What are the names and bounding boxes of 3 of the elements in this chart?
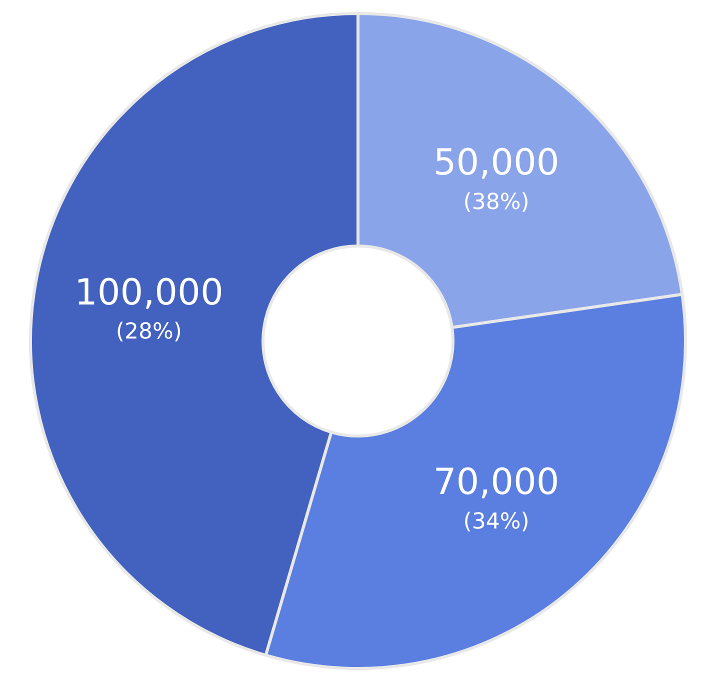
data-label: 100,000 (28%): [74, 272, 224, 345]
data-label: 70,000 (34%): [433, 462, 560, 534]
data-label: 50,000 (38%): [433, 142, 560, 216]
